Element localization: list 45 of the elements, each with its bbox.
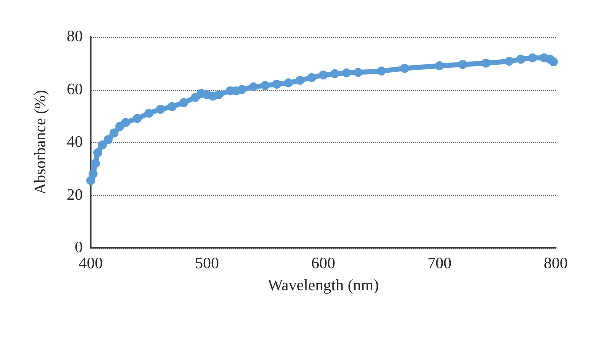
point [284,78,294,88]
point [168,102,177,112]
point [110,128,119,138]
point [307,73,316,82]
point [435,62,444,71]
point [91,159,100,168]
x-tick-label: 400 [79,256,103,272]
point [88,170,98,179]
x-tick-label: 600 [312,256,336,272]
x-tick-label: 800 [544,256,568,272]
y-axis-title: Absorbance (%) [32,90,50,195]
point [296,76,305,86]
point [342,68,352,78]
y-tick-label: 40 [67,134,83,151]
y-tick-label: 60 [67,81,83,98]
point [549,58,558,67]
point [121,118,130,128]
point [156,105,166,114]
x-axis-title: Wavelength (nm) [268,278,380,294]
y-tick-label: 80 [67,28,83,46]
point [214,90,224,100]
y-tick-label: 20 [67,186,83,204]
point [400,64,410,74]
point [516,54,526,64]
point [260,81,270,90]
point [377,66,386,76]
y-tick-label: 0 [75,240,83,256]
point [180,98,188,108]
point [528,54,538,63]
point [238,85,247,94]
point [458,60,468,70]
point [330,69,340,78]
x-tick-label: 700 [428,256,452,272]
point [249,82,258,92]
point [319,70,328,80]
point [354,68,363,78]
point [133,114,142,124]
x-tick-label: 500 [195,256,220,272]
point [98,140,108,150]
point [482,58,491,68]
point [144,108,154,118]
point [272,80,282,89]
point [93,148,102,158]
point [104,135,113,144]
point [505,57,514,66]
